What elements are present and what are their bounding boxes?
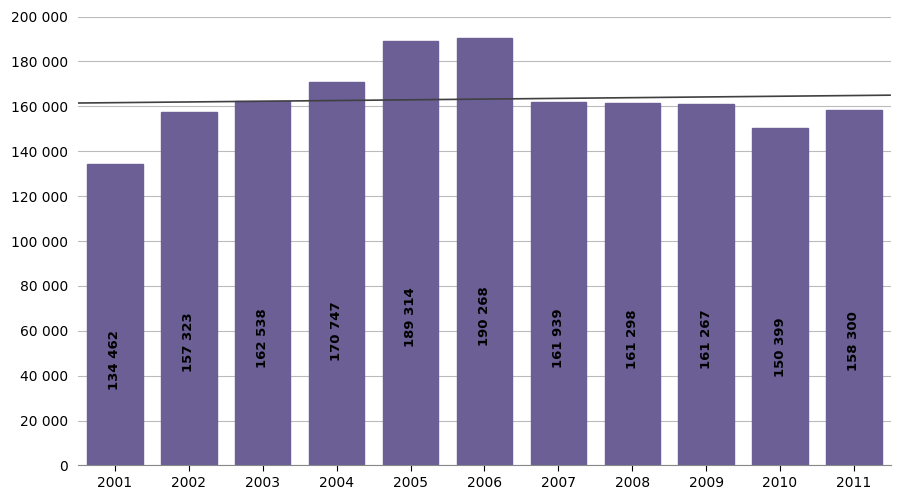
Text: 162 538: 162 538 [256,308,269,368]
Text: 150 399: 150 399 [774,318,787,377]
Text: 161 298: 161 298 [626,309,639,369]
Bar [456,39,512,465]
Bar [604,104,660,465]
Bar [308,82,364,465]
Text: 157 323: 157 323 [182,312,196,372]
Text: 170 747: 170 747 [330,302,343,361]
Text: 189 314: 189 314 [404,287,417,347]
Text: 161 939: 161 939 [552,309,565,368]
Bar [678,104,734,465]
Bar [87,164,143,465]
Bar [826,110,881,465]
Text: 190 268: 190 268 [478,286,491,346]
Bar [382,41,438,465]
Text: 134 462: 134 462 [108,330,122,390]
Bar [161,112,216,465]
Text: 158 300: 158 300 [848,311,861,371]
Text: 161 267: 161 267 [700,309,713,369]
Bar [235,101,290,465]
Bar [752,128,808,465]
Bar [530,102,586,465]
